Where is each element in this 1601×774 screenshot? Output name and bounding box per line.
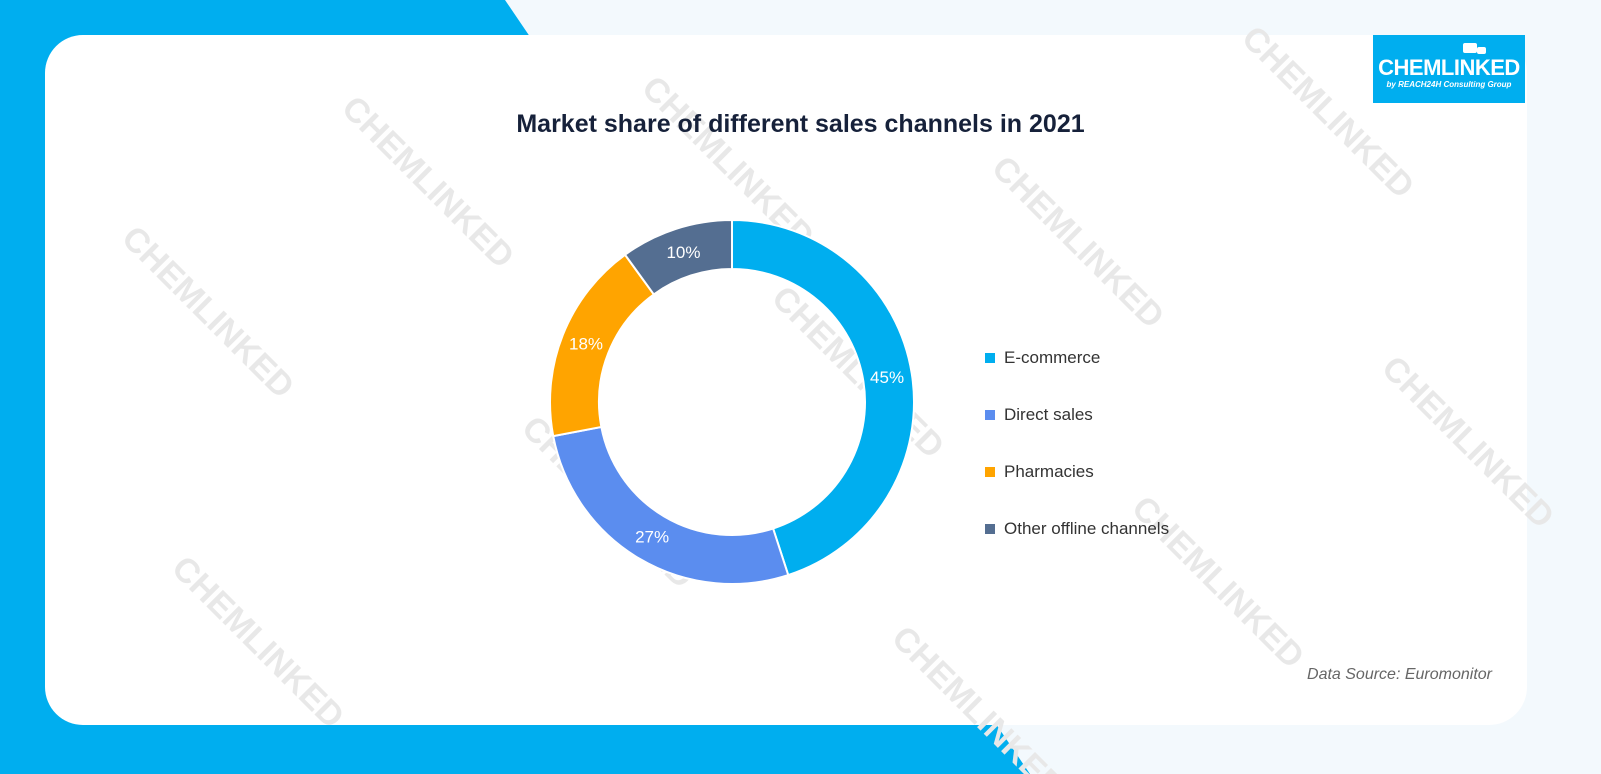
chart-card [45, 35, 1527, 725]
slice-data-label: 18% [569, 335, 603, 354]
legend-swatch [985, 467, 995, 477]
data-source: Data Source: Euromonitor [1307, 666, 1492, 683]
legend-label: Pharmacies [1004, 462, 1094, 481]
logo-name: CHEMLINKED [1378, 55, 1520, 80]
logo-tagline: by REACH24H Consulting Group [1386, 80, 1512, 89]
legend-item: Direct sales [985, 403, 1093, 427]
legend-item: E-commerce [985, 346, 1100, 370]
logo-bubble-icon [1463, 43, 1477, 53]
legend-label: E-commerce [1004, 348, 1101, 367]
legend-item: Other offline channels [985, 517, 1169, 541]
chemlinked-logo: CHEMLINKED by REACH24H Consulting Group [1373, 35, 1525, 103]
legend-label: Direct sales [1004, 405, 1093, 424]
legend-swatch [985, 410, 995, 420]
legend-label: Other offline channels [1004, 519, 1170, 538]
legend-swatch [985, 524, 995, 534]
slice-data-label: 27% [635, 528, 669, 547]
logo-bubble-icon [1477, 47, 1486, 54]
slice-data-label: 10% [666, 243, 700, 262]
chart-title: Market share of different sales channels… [516, 110, 1085, 138]
slice-data-label: 45% [870, 368, 904, 387]
legend-item: Pharmacies [985, 460, 1094, 484]
donut-slice-e-commerce [731, 218, 915, 577]
donut-slice-direct-sales [552, 425, 790, 585]
donut-slice-other-offline-channels [623, 218, 733, 296]
legend-swatch [985, 353, 995, 363]
